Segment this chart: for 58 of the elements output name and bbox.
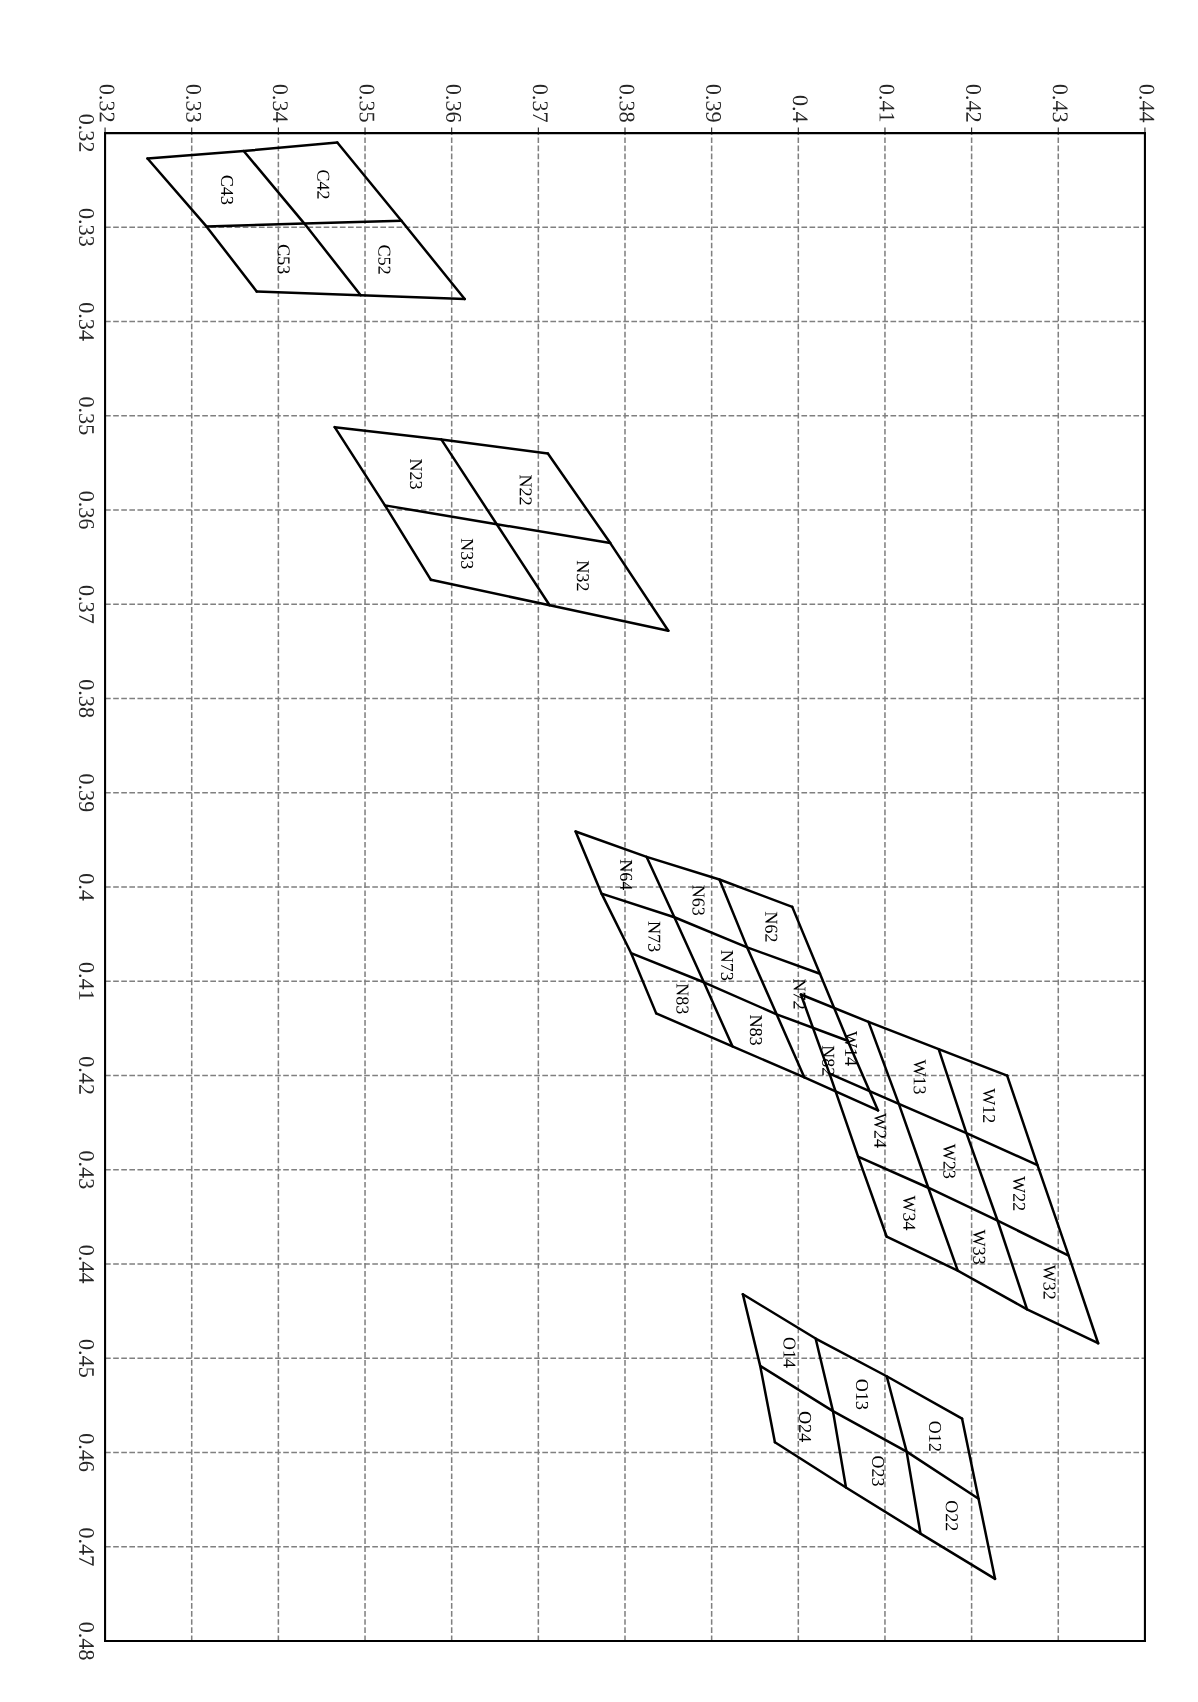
x-tick-label: 0.43 [1052, 84, 1068, 122]
x-tick-label: 0.37 [532, 84, 548, 123]
x-tick-label: 0.4 [792, 95, 808, 123]
x-tick-label: 0.38 [619, 84, 635, 122]
annotation: C43 [221, 175, 234, 205]
annotation: N83 [676, 983, 689, 1014]
annotation: O12 [928, 1421, 942, 1451]
annotation: W34 [903, 1195, 916, 1231]
annotation: W23 [943, 1143, 956, 1179]
annotation: W22 [1012, 1176, 1026, 1211]
x-tick-label: 0.33 [186, 84, 202, 122]
annotation: W13 [913, 1059, 926, 1094]
annotation: N33 [461, 538, 474, 569]
y-tick-label: 0.36 [78, 491, 95, 529]
y-tick-label: 0.48 [78, 1622, 95, 1660]
y-tick-label: 0.33 [78, 208, 95, 246]
y-tick-label: 0.45 [78, 1339, 95, 1377]
y-tick-label: 0.38 [78, 679, 95, 718]
y-tick-label: 0.42 [78, 1056, 95, 1094]
annotation: N64 [620, 859, 633, 891]
annotation: N73 [721, 950, 734, 981]
annotation: N32 [576, 560, 589, 591]
y-tick-label: 0.35 [78, 397, 95, 435]
annotation: O24 [798, 1411, 812, 1442]
annotation: W33 [973, 1229, 986, 1264]
y-tick-label: 0.37 [78, 585, 95, 624]
annotation: W32 [1043, 1264, 1056, 1299]
y-tick-label: 0.41 [78, 962, 95, 1000]
y-tick-label: 0.4 [78, 874, 95, 901]
annotation: N63 [692, 885, 705, 916]
annotation: N73 [648, 921, 661, 952]
annotation: C52 [378, 245, 391, 274]
x-tick-label: 0.35 [359, 84, 375, 122]
annotation: C53 [277, 244, 290, 274]
y-tick-label: 0.43 [78, 1151, 95, 1189]
y-tick-label: 0.47 [78, 1528, 95, 1566]
y-tick-label: 0.34 [78, 303, 95, 341]
annotation: O13 [855, 1379, 869, 1410]
y-tick-label: 0.46 [78, 1433, 95, 1472]
annotation: O14 [783, 1337, 796, 1368]
x-tick-label: 0.41 [879, 84, 895, 122]
annotation: O22 [945, 1500, 958, 1531]
annotation: W24 [874, 1112, 887, 1148]
y-tick-label: 0.39 [78, 774, 95, 812]
annotation: N83 [749, 1015, 762, 1045]
x-tick-label: 0.42 [965, 84, 982, 122]
x-tick-label: 0.36 [446, 84, 462, 123]
x-tick-label: 0.44 [1139, 84, 1155, 123]
annotation: O23 [871, 1456, 885, 1486]
annotation: N22 [519, 475, 532, 505]
x-tick-label: 0.39 [705, 84, 722, 122]
annotation: C42 [317, 170, 330, 199]
y-tick-label: 0.44 [78, 1245, 95, 1284]
annotation: W12 [982, 1088, 996, 1123]
annotation: N23 [409, 459, 423, 489]
y-tick-label: 0.32 [78, 114, 95, 152]
annotation: N62 [765, 911, 778, 942]
x-tick-label: 0.34 [272, 84, 288, 123]
